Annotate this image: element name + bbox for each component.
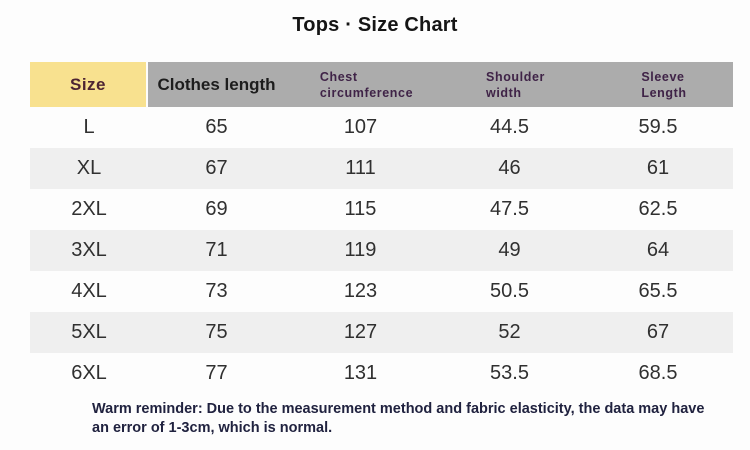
value-cell: 67 — [646, 321, 670, 343]
header-cell-shoulder-width-text: Shoulder width — [486, 69, 545, 100]
header-cell-sleeve-length-text: Sleeve Length — [641, 69, 687, 100]
value-cell: 127 — [343, 321, 378, 343]
value-cell: 68.5 — [638, 362, 678, 384]
value-cell: 61 — [646, 157, 670, 179]
header-cell-chest-circumference: Chest circumference — [285, 62, 436, 107]
size-cell: 2XL — [71, 198, 107, 220]
header-cell-sleeve-length: Sleeve Length — [583, 62, 733, 107]
warm-reminder-line-1: Warm reminder: Due to the measurement me… — [92, 401, 705, 417]
table-row: 5XL 75 127 52 67 — [30, 312, 733, 353]
table-body: L 65 107 44.5 59.5 XL 67 111 46 61 2XL 69 115 47.5 62.… — [30, 107, 733, 394]
size-cell: L — [83, 116, 95, 138]
value-cell: 64 — [646, 239, 670, 261]
value-cell: 50.5 — [490, 280, 529, 302]
value-cell: 111 — [345, 157, 376, 179]
value-cell: 44.5 — [490, 116, 529, 138]
value-cell: 59.5 — [638, 116, 678, 138]
table-row: 3XL 71 119 49 64 — [30, 230, 733, 271]
value-cell: 65.5 — [638, 280, 678, 302]
header-cell-shoulder-width: Shoulder width — [436, 62, 583, 107]
value-cell: 62.5 — [638, 198, 678, 220]
header-cell-clothes-length: Clothes length — [148, 62, 285, 107]
size-cell: 5XL — [71, 321, 107, 343]
size-cell: 4XL — [71, 280, 107, 302]
size-cell: XL — [76, 157, 102, 179]
value-cell: 123 — [343, 280, 378, 302]
value-cell: 52 — [498, 321, 521, 343]
table-header-row: Size Clothes length Chest circumference … — [30, 62, 733, 107]
value-cell: 119 — [344, 239, 377, 261]
value-cell: 46 — [498, 157, 521, 179]
value-cell: 49 — [498, 239, 521, 261]
header-cell-size: Size — [30, 62, 148, 107]
table-row: 6XL 77 131 53.5 68.5 — [30, 353, 733, 394]
size-cell: 3XL — [71, 239, 107, 261]
value-cell: 75 — [205, 321, 228, 343]
value-cell: 77 — [205, 362, 228, 384]
value-cell: 67 — [205, 157, 228, 179]
value-cell: 53.5 — [490, 362, 529, 384]
size-cell: 6XL — [71, 362, 107, 384]
table-row: 4XL 73 123 50.5 65.5 — [30, 271, 733, 312]
page-title: Tops · Size Chart — [292, 14, 458, 36]
value-cell: 69 — [205, 198, 228, 220]
value-cell: 73 — [205, 280, 228, 302]
size-table: Size Clothes length Chest circumference … — [30, 62, 733, 394]
value-cell: 65 — [205, 116, 228, 138]
warm-reminder-note: Warm reminder: Due to the measurement me… — [92, 400, 704, 438]
table-row: XL 67 111 46 61 — [30, 148, 733, 189]
value-cell: 115 — [344, 198, 377, 220]
warm-reminder-line-2: an error of 1-3cm, which is normal. — [92, 420, 333, 436]
table-row: L 65 107 44.5 59.5 — [30, 107, 733, 148]
value-cell: 47.5 — [490, 198, 529, 220]
value-cell: 131 — [343, 362, 378, 384]
value-cell: 71 — [205, 239, 228, 261]
value-cell: 107 — [343, 116, 378, 138]
table-row: 2XL 69 115 47.5 62.5 — [30, 189, 733, 230]
header-cell-chest-circumference-text: Chest circumference — [319, 69, 414, 100]
